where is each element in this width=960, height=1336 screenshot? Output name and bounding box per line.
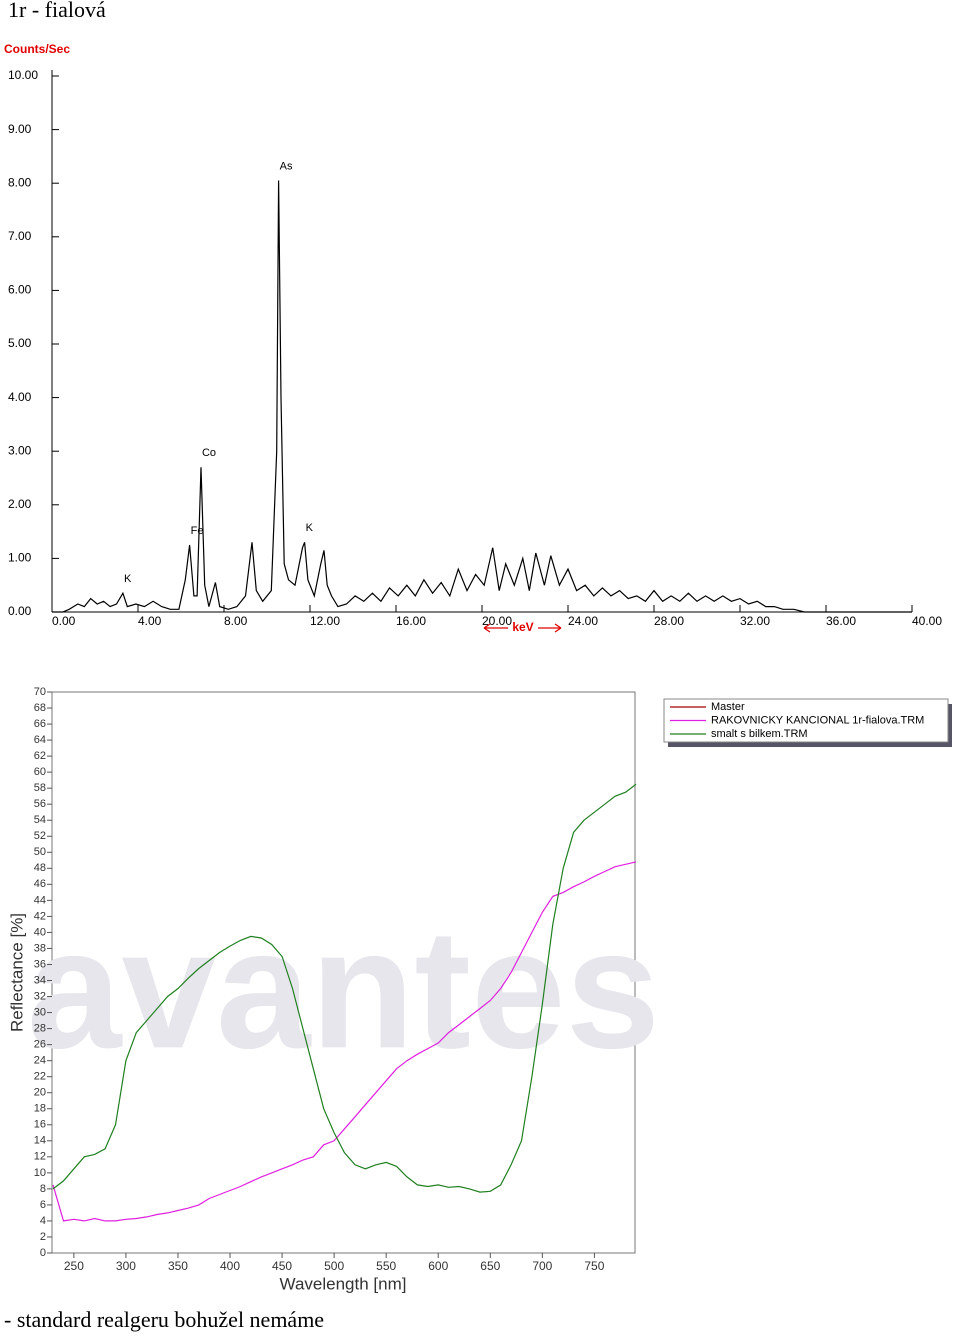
y-tick-label: 52 [34,830,46,842]
y-tick-label: 32 [34,990,46,1002]
y-tick-label: 38 [34,942,46,954]
peak-label: Co [202,447,216,459]
x-tick-label: 350 [168,1259,188,1273]
y-tick-label: 16 [34,1119,46,1131]
spectrum-line [52,180,912,613]
y-tick-label: 5.00 [8,336,32,350]
y-axis-label: Reflectance [%] [7,913,26,1032]
x-tick-label: 650 [480,1259,500,1273]
x-tick-label: 300 [116,1259,136,1273]
y-tick-label: 10.00 [8,68,38,82]
x-axis-label: Wavelength [nm] [280,1274,407,1293]
x-tick-label: 32.00 [740,614,770,628]
y-tick-label: 30 [34,1006,46,1018]
page-title: 1r - fialová [8,0,106,22]
y-tick-label: 22 [34,1071,46,1083]
y-tick-label: 7.00 [8,229,32,243]
y-tick-label: 26 [34,1039,46,1051]
y-tick-label: 10 [34,1167,46,1179]
y-tick-label: 54 [34,814,46,826]
y-tick-label: 48 [34,862,46,874]
x-tick-label: 4.00 [138,614,162,628]
series-line [52,783,637,1193]
x-tick-label: 250 [64,1259,84,1273]
y-tick-label: 8 [40,1183,46,1195]
y-axis-label: Counts/Sec [4,42,70,56]
y-tick-label: 2 [40,1231,46,1243]
y-tick-label: 1.00 [8,551,32,565]
y-tick-label: 34 [34,974,46,986]
y-tick-label: 68 [34,702,46,714]
y-tick-label: 24 [34,1055,46,1067]
peak-label: As [280,160,293,172]
y-tick-label: 44 [34,894,46,906]
x-tick-label: 0.00 [52,614,76,628]
x-tick-label: 450 [272,1259,292,1273]
legend-label: Master [711,701,745,713]
x-tick-label: 12.00 [310,614,340,628]
y-tick-label: 42 [34,910,46,922]
x-tick-label: 600 [428,1259,448,1273]
x-tick-label: 24.00 [568,614,598,628]
y-tick-label: 36 [34,958,46,970]
y-tick-label: 4 [40,1215,46,1227]
y-tick-label: 70 [34,686,46,698]
x-axis-label: keV [512,620,533,634]
y-tick-label: 64 [34,734,46,746]
x-tick-label: 500 [324,1259,344,1273]
y-tick-label: 12 [34,1151,46,1163]
y-tick-label: 18 [34,1103,46,1115]
x-tick-label: 750 [584,1259,604,1273]
y-tick-label: 60 [34,766,46,778]
page-note: - standard realgeru bohužel nemáme [4,1307,324,1332]
y-tick-label: 14 [34,1135,46,1147]
x-tick-label: 28.00 [654,614,684,628]
x-tick-label: 16.00 [396,614,426,628]
y-tick-label: 46 [34,878,46,890]
x-tick-label: 550 [376,1259,396,1273]
legend-label: RAKOVNICKY KANCIONAL 1r-fialova.TRM [711,714,924,726]
y-tick-label: 66 [34,718,46,730]
y-tick-label: 0.00 [8,604,32,618]
peak-label: K [306,522,314,534]
plot-frame [51,691,636,1254]
x-tick-label: 40.00 [912,614,942,628]
y-tick-label: 3.00 [8,443,32,457]
legend-box [663,698,949,743]
x-tick-label: 36.00 [826,614,856,628]
y-tick-label: 4.00 [8,390,32,404]
y-tick-label: 9.00 [8,122,32,136]
series-line [52,861,637,1222]
legend-label: smalt s bilkem.TRM [711,728,808,740]
peak-label: Fe [191,525,204,537]
x-tick-label: 20.00 [482,614,512,628]
y-tick-label: 6 [40,1199,46,1211]
x-tick-label: 8.00 [224,614,248,628]
y-tick-label: 2.00 [8,497,32,511]
y-tick-label: 58 [34,782,46,794]
y-tick-label: 62 [34,750,46,762]
y-tick-label: 28 [34,1023,46,1035]
watermark: avantes [27,894,660,1084]
y-tick-label: 56 [34,798,46,810]
y-tick-label: 20 [34,1087,46,1099]
y-tick-label: 50 [34,846,46,858]
y-tick-label: 0 [40,1247,46,1259]
y-tick-label: 8.00 [8,175,32,189]
y-tick-label: 6.00 [8,283,32,297]
x-tick-label: 700 [532,1259,552,1273]
y-tick-label: 40 [34,926,46,938]
kev-arrows [483,623,562,633]
peak-label: K [124,573,132,585]
x-tick-label: 400 [220,1259,240,1273]
